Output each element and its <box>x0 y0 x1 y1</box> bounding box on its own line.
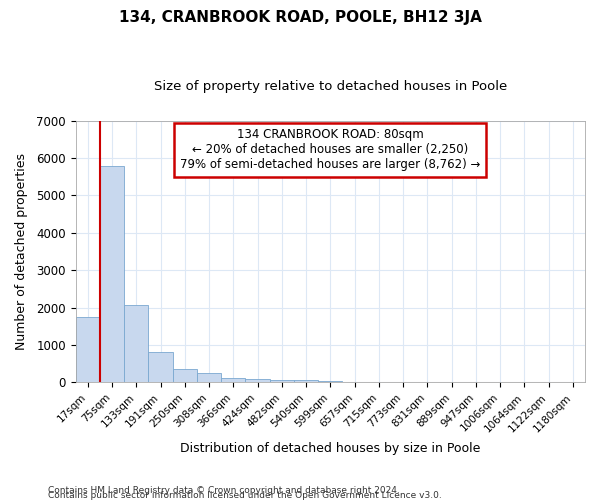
Bar <box>270 380 294 382</box>
Bar <box>294 380 318 382</box>
Bar <box>148 352 173 382</box>
Text: Contains public sector information licensed under the Open Government Licence v3: Contains public sector information licen… <box>48 491 442 500</box>
Title: Size of property relative to detached houses in Poole: Size of property relative to detached ho… <box>154 80 507 93</box>
Y-axis label: Number of detached properties: Number of detached properties <box>15 153 28 350</box>
Bar <box>197 374 221 382</box>
Bar <box>221 378 245 382</box>
Bar <box>245 378 270 382</box>
X-axis label: Distribution of detached houses by size in Poole: Distribution of detached houses by size … <box>180 442 481 455</box>
Bar <box>173 368 197 382</box>
Bar <box>76 317 100 382</box>
Text: Contains HM Land Registry data © Crown copyright and database right 2024.: Contains HM Land Registry data © Crown c… <box>48 486 400 495</box>
Bar <box>318 381 343 382</box>
Bar <box>124 305 148 382</box>
Bar <box>100 166 124 382</box>
Text: 134 CRANBROOK ROAD: 80sqm
← 20% of detached houses are smaller (2,250)
79% of se: 134 CRANBROOK ROAD: 80sqm ← 20% of detac… <box>180 128 481 172</box>
Text: 134, CRANBROOK ROAD, POOLE, BH12 3JA: 134, CRANBROOK ROAD, POOLE, BH12 3JA <box>119 10 481 25</box>
